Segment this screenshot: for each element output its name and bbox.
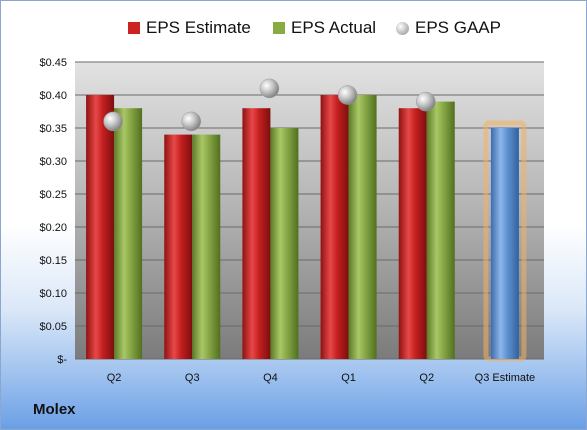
y-tick-label: $0.25 — [39, 189, 67, 201]
x-tick-label: Q3 — [185, 372, 200, 384]
legend-swatch-eps-actual — [273, 22, 285, 34]
eps-estimate-bar — [320, 95, 349, 359]
q3-estimate-bar — [490, 128, 519, 359]
legend-item-eps-estimate: EPS Estimate — [128, 14, 251, 42]
x-tick-label: Q3 Estimate — [475, 372, 536, 384]
y-tick-label: $0.05 — [39, 321, 67, 333]
eps-estimate-bar — [86, 95, 115, 359]
x-tick-label: Q4 — [263, 372, 278, 384]
x-axis-ticks: Q2 Q3 Q4 Q1 Q2 Q3 Estimate — [107, 372, 535, 384]
gaap-markers — [103, 78, 436, 132]
x-tick-label: Q2 — [107, 372, 122, 384]
eps-estimate-bar — [398, 108, 427, 359]
eps-actual-bar — [270, 128, 299, 359]
y-axis-ticks: $- $0.05 $0.10 $0.15 $0.20 $0.25 $0.30 $0.35 $0.… — [39, 57, 67, 366]
y-tick-label: $0.45 — [39, 57, 67, 69]
bars — [86, 95, 527, 362]
eps-actual-bar — [426, 101, 455, 359]
eps-gaap-marker — [337, 85, 358, 105]
legend-label-eps-estimate: EPS Estimate — [146, 18, 251, 37]
y-tick-label: $0.35 — [39, 123, 67, 135]
legend-label-eps-actual: EPS Actual — [291, 18, 377, 37]
y-tick-label: $- — [57, 354, 67, 366]
eps-actual-bar — [114, 108, 143, 359]
eps-actual-bar — [192, 134, 221, 359]
y-tick-label: $0.40 — [39, 90, 67, 102]
legend-item-eps-actual: EPS Actual — [273, 14, 376, 42]
x-tick-label: Q2 — [419, 372, 434, 384]
legend-item-eps-gaap: EPS GAAP — [396, 14, 501, 42]
legend-label-eps-gaap: EPS GAAP — [415, 18, 501, 37]
eps-gaap-marker — [259, 78, 280, 99]
legend-marker-eps-gaap — [396, 21, 409, 35]
eps-gaap-marker — [103, 111, 123, 132]
y-tick-label: $0.15 — [39, 255, 67, 267]
legend-swatch-eps-estimate — [128, 22, 140, 34]
eps-estimate-bar — [164, 134, 193, 359]
legend: EPS Estimate EPS Actual EPS GAAP — [0, 14, 587, 42]
y-tick-label: $0.20 — [39, 222, 67, 234]
eps-actual-bar — [348, 95, 377, 359]
company-name: Molex — [33, 401, 76, 418]
gridlines — [75, 61, 544, 360]
eps-gaap-marker — [416, 91, 436, 112]
plot-area — [75, 62, 544, 359]
eps-gaap-marker — [181, 111, 201, 132]
y-tick-label: $0.30 — [39, 156, 67, 168]
eps-estimate-bar — [242, 108, 271, 359]
y-tick-label: $0.10 — [39, 288, 67, 300]
x-tick-label: Q1 — [341, 372, 356, 384]
